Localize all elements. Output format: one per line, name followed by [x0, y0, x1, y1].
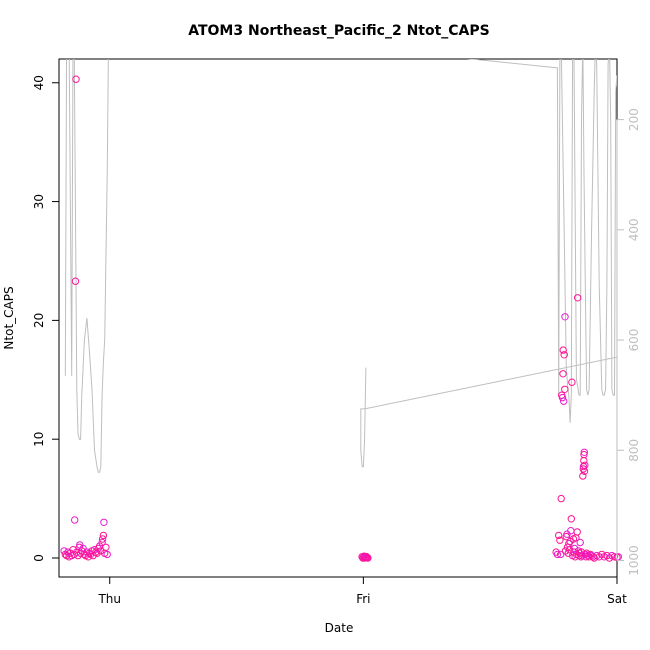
- y-tick-label: 0: [32, 554, 46, 562]
- y-tick-label: 40: [32, 75, 46, 90]
- data-point: [568, 378, 576, 386]
- y2-tick-label: 1000: [627, 545, 641, 576]
- plot-frame: [58, 58, 618, 578]
- data-point: [595, 553, 603, 561]
- y2-tick-label: 800: [627, 439, 641, 462]
- data-point: [573, 528, 581, 536]
- x-tick-label: Fri: [356, 592, 370, 606]
- data-point: [581, 461, 589, 469]
- data-point: [98, 535, 107, 543]
- data-point: [557, 550, 565, 559]
- y-tick-label: 10: [32, 432, 46, 447]
- data-point: [598, 550, 606, 559]
- data-point: [556, 536, 564, 544]
- data-point: [576, 538, 584, 547]
- secondary-y-axis: 200 400 600 800 1000: [616, 108, 641, 576]
- y2-tick-label: 600: [627, 329, 641, 352]
- y2-tick-label: 400: [627, 218, 641, 241]
- data-point: [93, 549, 101, 557]
- data-point: [577, 553, 585, 561]
- y-axis-label: Ntot_CAPS: [2, 286, 16, 349]
- data-point: [555, 531, 563, 540]
- x-tick-label: Thu: [97, 592, 121, 606]
- data-point: [69, 546, 77, 554]
- data-point: [553, 550, 562, 559]
- data-point: [560, 351, 568, 359]
- data-point: [561, 385, 569, 393]
- data-point: [590, 554, 598, 562]
- data-point: [557, 494, 565, 503]
- data-point: [559, 346, 567, 354]
- x-tick-label: Sat: [607, 592, 627, 606]
- data-point: [364, 554, 372, 562]
- data-point: [559, 370, 567, 378]
- data-point: [567, 515, 575, 523]
- data-point: [100, 518, 108, 526]
- data-point: [560, 397, 568, 405]
- data-point: [103, 550, 111, 559]
- data-point: [580, 448, 588, 456]
- data-point: [362, 552, 371, 561]
- data-point: [580, 450, 588, 459]
- y-axis: 0 10 20 30 40: [32, 75, 60, 562]
- data-point: [605, 554, 614, 562]
- data-point: [603, 551, 611, 560]
- data-point: [71, 516, 79, 524]
- data-point: [558, 393, 567, 402]
- data-point: [71, 277, 80, 285]
- series-line: [64, 59, 617, 473]
- data-point: [587, 551, 596, 560]
- y-tick-label: 20: [32, 313, 46, 328]
- data-point: [72, 75, 80, 83]
- data-point: [84, 553, 92, 561]
- point-series: [60, 75, 622, 562]
- data-point: [98, 538, 106, 547]
- data-point: [574, 294, 582, 302]
- data-point: [567, 527, 575, 535]
- data-point: [579, 472, 587, 480]
- data-point: [565, 546, 574, 554]
- chart-title: ATOM3 Northeast_Pacific_2 Ntot_CAPS: [188, 23, 490, 39]
- y-tick-label: 30: [32, 194, 46, 209]
- data-point: [561, 313, 569, 321]
- line-series: [64, 59, 617, 473]
- data-point: [97, 547, 105, 555]
- x-axis-label: Date: [325, 621, 354, 635]
- data-point: [577, 548, 586, 556]
- data-point: [99, 531, 108, 540]
- x-axis: Thu Fri Sat: [97, 576, 627, 606]
- data-point: [102, 543, 110, 551]
- y2-tick-label: 200: [627, 108, 641, 131]
- data-point: [564, 549, 572, 557]
- data-point: [363, 553, 371, 562]
